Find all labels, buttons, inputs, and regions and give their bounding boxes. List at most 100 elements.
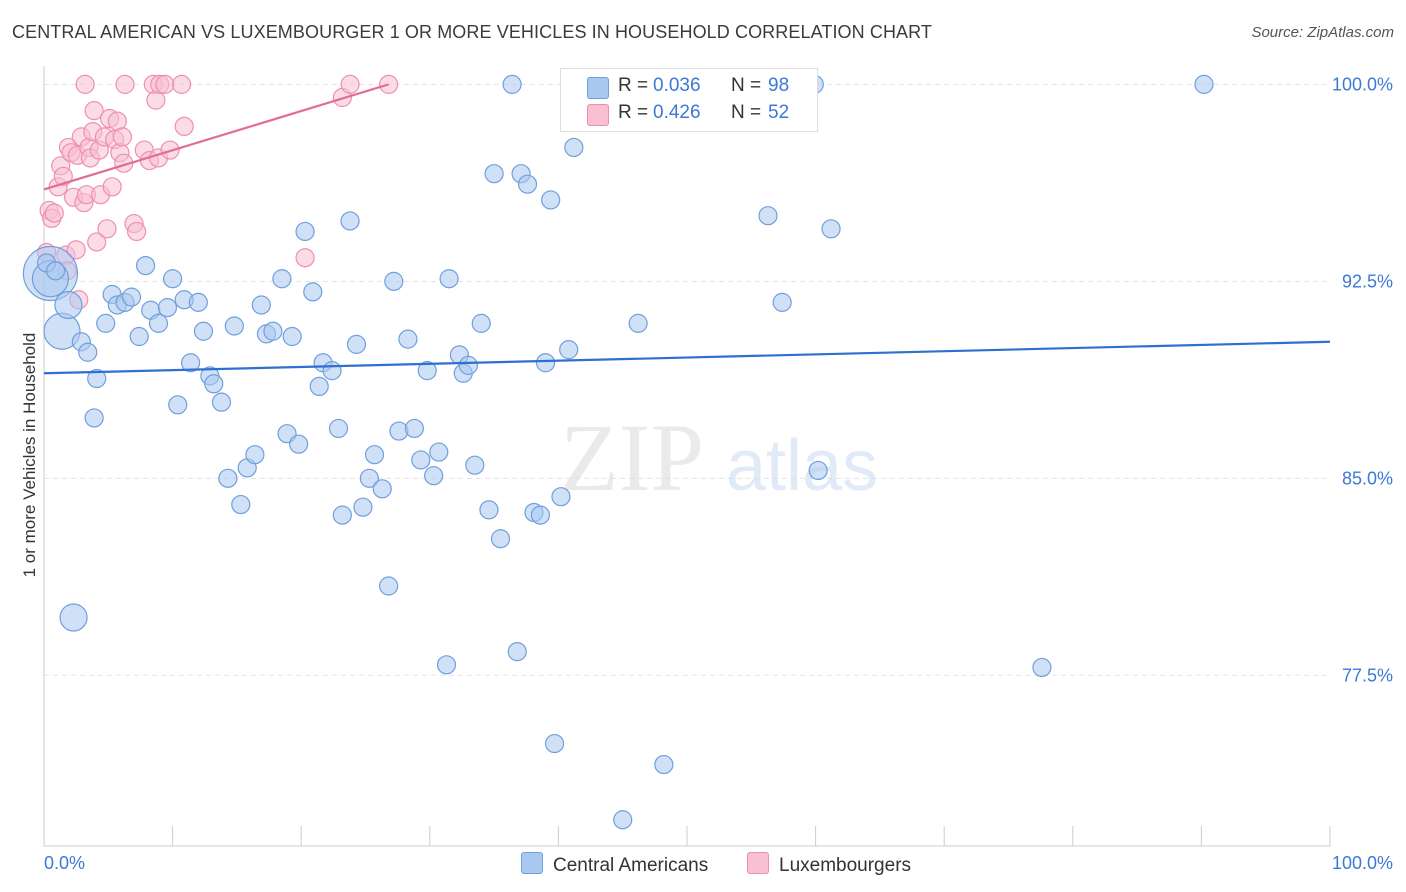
pink-swatch	[587, 104, 609, 126]
central-american-point	[517, 174, 538, 194]
central-american-point	[148, 313, 169, 333]
luxembourger-point	[340, 74, 360, 94]
central-american-point	[758, 206, 778, 226]
central-american-point	[484, 164, 504, 184]
central-american-trendline	[43, 340, 1331, 375]
r-value: 0.036	[653, 75, 701, 96]
central-american-point	[654, 754, 674, 775]
luxembourger-point	[115, 74, 135, 94]
gridlines	[44, 83, 1330, 676]
central-american-point	[530, 505, 550, 525]
central-american-point	[471, 313, 491, 333]
luxembourger-point	[174, 116, 194, 137]
luxembourger-point	[295, 248, 315, 268]
central-american-point	[502, 74, 522, 94]
central-american-point	[541, 190, 561, 210]
y-tick-label: 92.5%	[1342, 271, 1393, 291]
central-american-point	[45, 261, 66, 281]
central-american-point	[282, 326, 302, 347]
central-american-point	[157, 298, 178, 318]
central-american-point	[204, 374, 224, 394]
legend-label: Central Americans	[553, 855, 709, 876]
central-american-point	[129, 326, 149, 347]
central-american-point	[263, 321, 283, 341]
central-american-point	[384, 271, 404, 291]
central-american-point	[372, 479, 392, 499]
luxembourger-point	[53, 166, 73, 186]
central-american-point	[309, 376, 329, 397]
luxembourger-point	[155, 74, 175, 94]
blue-swatch	[521, 852, 543, 874]
n-value: 52	[768, 102, 790, 123]
central-american-point	[429, 442, 449, 462]
central-american-point	[458, 355, 478, 375]
central-american-point	[551, 487, 571, 507]
n-label: N =	[731, 75, 762, 96]
central-american-point	[289, 434, 309, 454]
central-american-point	[808, 460, 828, 481]
central-american-point	[398, 329, 418, 349]
watermark-zip: ZIP	[560, 404, 704, 511]
central-american-point	[379, 576, 399, 596]
central-american-point	[322, 361, 342, 381]
central-american-point	[507, 642, 527, 662]
luxembourger-point	[112, 127, 133, 147]
legend-central-americans: Central Americans	[521, 852, 708, 878]
blue-swatch	[587, 77, 609, 99]
r-label: R =	[618, 102, 649, 123]
luxembourger-points	[36, 74, 399, 310]
central-american-point	[96, 313, 116, 333]
central-american-point	[84, 408, 104, 428]
central-american-point	[628, 313, 648, 333]
central-american-point	[272, 269, 292, 289]
luxembourger-point	[126, 221, 147, 242]
central-american-point	[1032, 657, 1052, 678]
luxembourger-point	[102, 177, 122, 197]
central-american-point	[251, 295, 271, 315]
y-tick-label: 77.5%	[1342, 665, 1393, 685]
central-american-point	[188, 292, 208, 312]
luxembourger-point	[172, 74, 192, 94]
luxembourger-point	[66, 240, 86, 260]
central-american-point	[346, 334, 367, 354]
central-american-point	[181, 353, 201, 373]
central-american-point	[353, 497, 373, 517]
central-american-point	[535, 353, 556, 373]
central-american-point	[332, 505, 352, 525]
central-american-point	[424, 466, 444, 486]
central-american-point	[328, 418, 349, 439]
luxembourger-point	[146, 90, 166, 110]
pink-swatch	[747, 852, 769, 874]
central-american-point	[613, 810, 633, 830]
axes	[43, 66, 1331, 847]
central-american-point	[163, 269, 183, 289]
central-american-point	[544, 733, 565, 754]
central-american-point	[135, 255, 156, 276]
y-tick-label: 85.0%	[1342, 468, 1393, 488]
central-american-point	[295, 221, 315, 242]
central-american-point	[404, 418, 424, 439]
central-american-point	[439, 269, 459, 289]
y-tick-label: 100.0%	[1332, 74, 1393, 94]
central-american-point	[245, 445, 265, 465]
y-axis-label: 1 or more Vehicles in Household	[20, 332, 39, 578]
r-label: R =	[618, 75, 649, 96]
central-american-point	[211, 392, 232, 412]
central-american-point	[490, 529, 511, 549]
central-american-point	[359, 468, 379, 488]
central-american-point	[559, 340, 579, 360]
central-american-points	[22, 74, 1214, 830]
x-tick-label: 0.0%	[44, 853, 85, 873]
central-american-point	[417, 361, 437, 381]
central-american-point	[59, 603, 88, 632]
x-tick-label: 100.0%	[1332, 853, 1393, 873]
central-american-point	[231, 494, 251, 515]
tick-labels: 100.0% 92.5% 85.0% 77.5% 0.0% 100.0%	[44, 74, 1393, 873]
central-american-point	[479, 500, 499, 520]
central-american-point	[87, 368, 107, 389]
central-american-point	[821, 219, 841, 239]
central-american-point	[224, 316, 244, 336]
central-american-point	[78, 342, 98, 362]
central-american-point	[168, 395, 188, 415]
central-american-point	[564, 137, 584, 158]
